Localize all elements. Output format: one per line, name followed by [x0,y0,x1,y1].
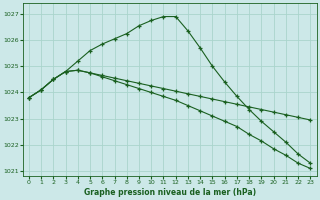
X-axis label: Graphe pression niveau de la mer (hPa): Graphe pression niveau de la mer (hPa) [84,188,256,197]
